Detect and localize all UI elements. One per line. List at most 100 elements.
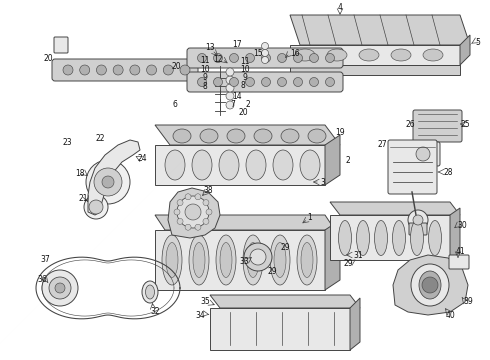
Polygon shape (325, 220, 340, 290)
Ellipse shape (192, 150, 212, 180)
Ellipse shape (297, 235, 317, 285)
Polygon shape (450, 208, 460, 260)
Circle shape (310, 54, 318, 63)
Polygon shape (393, 255, 468, 315)
Ellipse shape (419, 271, 441, 299)
Text: 33: 33 (239, 256, 249, 266)
Text: 22: 22 (95, 134, 105, 143)
Circle shape (206, 209, 212, 215)
Circle shape (226, 68, 234, 76)
Circle shape (277, 54, 287, 63)
Polygon shape (325, 135, 340, 185)
Text: 24: 24 (137, 153, 147, 162)
Circle shape (262, 49, 269, 57)
FancyBboxPatch shape (406, 142, 440, 166)
Circle shape (226, 92, 234, 100)
Circle shape (245, 77, 254, 86)
Ellipse shape (274, 243, 286, 278)
Circle shape (49, 277, 71, 299)
FancyBboxPatch shape (54, 37, 68, 53)
Circle shape (214, 77, 222, 86)
Circle shape (185, 224, 191, 230)
Text: 9: 9 (202, 72, 207, 81)
FancyBboxPatch shape (52, 59, 198, 81)
Polygon shape (350, 298, 360, 350)
Text: 40: 40 (445, 310, 455, 320)
Ellipse shape (391, 49, 411, 61)
Text: 37: 37 (40, 256, 50, 265)
Ellipse shape (165, 150, 185, 180)
Text: 38: 38 (203, 185, 213, 194)
Circle shape (244, 243, 272, 271)
Ellipse shape (423, 49, 443, 61)
Ellipse shape (220, 243, 232, 278)
Text: 12: 12 (213, 54, 223, 63)
Circle shape (262, 42, 269, 50)
Text: 15: 15 (253, 49, 263, 58)
Ellipse shape (273, 150, 293, 180)
Ellipse shape (200, 129, 218, 143)
Circle shape (55, 283, 65, 293)
Text: 10: 10 (240, 64, 250, 73)
Text: 7: 7 (231, 99, 235, 108)
Text: 39: 39 (463, 297, 473, 306)
Ellipse shape (219, 150, 239, 180)
Ellipse shape (227, 129, 245, 143)
Text: 20: 20 (43, 54, 53, 63)
Ellipse shape (339, 220, 351, 256)
Polygon shape (330, 202, 460, 215)
Text: 32: 32 (150, 306, 160, 315)
Text: 34: 34 (195, 310, 205, 320)
Text: 29: 29 (280, 243, 290, 252)
Circle shape (203, 199, 209, 206)
Circle shape (84, 195, 108, 219)
Text: 28: 28 (443, 167, 453, 176)
Circle shape (245, 54, 254, 63)
Text: 25: 25 (460, 120, 470, 129)
Circle shape (195, 224, 201, 230)
Circle shape (177, 219, 183, 224)
Polygon shape (290, 65, 460, 75)
Circle shape (294, 54, 302, 63)
Circle shape (102, 176, 114, 188)
Ellipse shape (254, 129, 272, 143)
Circle shape (94, 168, 122, 196)
Text: 17: 17 (232, 40, 242, 49)
Circle shape (174, 209, 180, 215)
Polygon shape (88, 140, 140, 215)
Circle shape (86, 160, 130, 204)
Circle shape (177, 199, 183, 206)
Ellipse shape (216, 235, 236, 285)
Ellipse shape (281, 129, 299, 143)
Ellipse shape (411, 264, 449, 306)
Text: 27: 27 (377, 140, 387, 149)
Ellipse shape (300, 150, 320, 180)
Ellipse shape (392, 220, 406, 256)
FancyBboxPatch shape (388, 140, 437, 194)
Polygon shape (210, 295, 360, 308)
Circle shape (130, 65, 140, 75)
Circle shape (262, 57, 269, 63)
Polygon shape (155, 215, 335, 230)
Ellipse shape (246, 150, 266, 180)
Text: 4: 4 (338, 3, 343, 12)
Text: 13: 13 (205, 42, 215, 51)
Text: 6: 6 (172, 99, 177, 108)
Polygon shape (168, 188, 220, 238)
Ellipse shape (142, 281, 158, 303)
Polygon shape (330, 215, 450, 260)
FancyBboxPatch shape (187, 72, 343, 92)
Circle shape (163, 65, 173, 75)
Ellipse shape (295, 49, 315, 61)
Text: 2: 2 (245, 99, 250, 108)
Text: 5: 5 (476, 37, 480, 46)
Text: 20: 20 (238, 108, 248, 117)
Ellipse shape (189, 235, 209, 285)
Ellipse shape (411, 220, 423, 256)
Text: 21: 21 (78, 194, 88, 202)
Ellipse shape (247, 243, 259, 278)
Text: 2: 2 (345, 156, 350, 165)
Ellipse shape (146, 285, 154, 299)
Ellipse shape (374, 220, 388, 256)
Circle shape (416, 147, 430, 161)
